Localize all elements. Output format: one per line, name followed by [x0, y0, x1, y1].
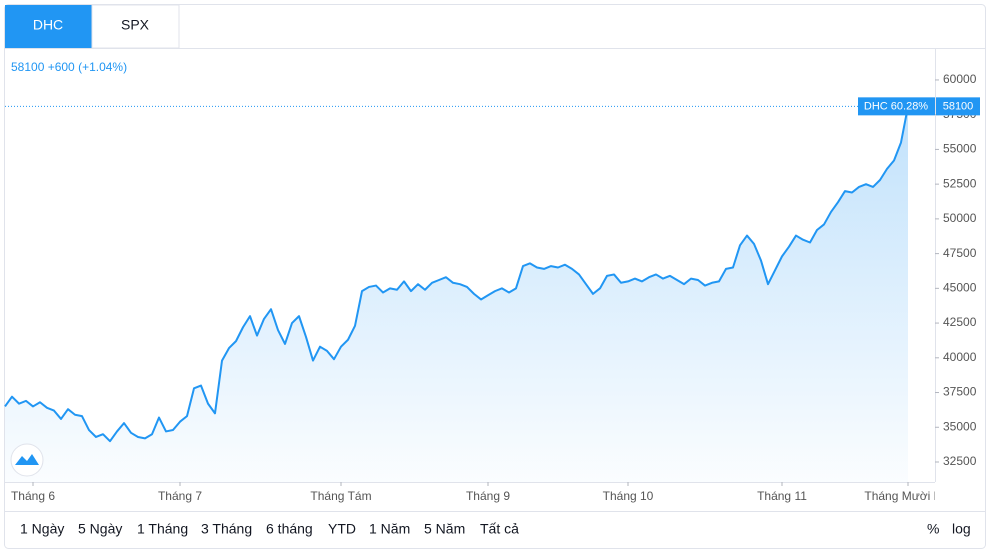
range-button[interactable]: YTD	[328, 521, 356, 537]
price-line	[4, 106, 909, 443]
quote: 58100 +600 (+1.04%)	[11, 60, 127, 74]
range-button[interactable]: 1 Tháng	[137, 521, 188, 537]
tab[interactable]	[91, 4, 180, 49]
option-button[interactable]: %	[927, 521, 939, 537]
y-tick-label: 52500	[943, 176, 977, 190]
x-tick-label: Tháng 11	[757, 489, 807, 503]
range-button[interactable]: 6 tháng	[266, 521, 313, 537]
logo[interactable]	[10, 443, 44, 477]
y-tick-label: 47500	[943, 246, 977, 260]
range-button[interactable]: 1 Ngày	[20, 521, 64, 537]
x-tick-label: Tháng 6	[11, 489, 55, 503]
tab-label[interactable]: SPX	[121, 17, 150, 33]
badge-bg	[858, 97, 935, 116]
area-fill	[5, 106, 908, 483]
range-button[interactable]: 5 Ngày	[78, 521, 122, 537]
y-tick-label: 42500	[943, 315, 977, 329]
x-tick-label: Tháng Tám	[310, 489, 371, 503]
logo-icon	[15, 454, 39, 465]
option-button[interactable]: log	[952, 521, 971, 537]
y-tick-label: 32500	[943, 454, 977, 468]
range-button[interactable]: 3 Tháng	[201, 521, 252, 537]
x-tick-label: Tháng 9	[466, 489, 510, 503]
range-button[interactable]: 5 Năm	[424, 521, 465, 537]
y-tick-label: 60000	[943, 72, 977, 86]
y-tick-label: 40000	[943, 350, 977, 364]
tab[interactable]	[5, 5, 92, 48]
price-badge: 58100	[943, 100, 974, 112]
x-tick-label: Tháng Mười Hai	[864, 489, 951, 503]
range-button[interactable]: Tất cả	[480, 521, 519, 537]
x-tick-label: Tháng 7	[158, 489, 202, 503]
y-tick-label: 55000	[943, 142, 977, 156]
range-button[interactable]: 1 Năm	[369, 521, 410, 537]
x-tick-label: Tháng 10	[603, 489, 654, 503]
y-tick-label: 37500	[943, 385, 977, 399]
badge: DHC 60.28%	[864, 100, 928, 112]
price-badge-bg	[936, 97, 980, 116]
y-tick-label: 45000	[943, 281, 977, 295]
y-tick-label: 35000	[943, 419, 977, 433]
tab-label[interactable]: DHC	[33, 17, 63, 33]
y-tick-label: 50000	[943, 211, 977, 225]
